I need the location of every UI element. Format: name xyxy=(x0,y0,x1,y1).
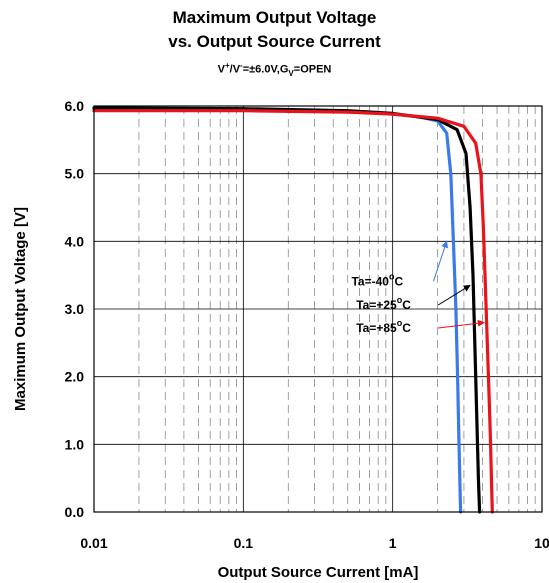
x-tick-label: 1 xyxy=(389,535,397,551)
y-tick-label: 0.0 xyxy=(65,504,85,520)
annotation-degree: o xyxy=(397,295,403,305)
annotation-name: Ta=-40 xyxy=(351,274,389,288)
subtitle-v-sup: + xyxy=(224,61,230,70)
annotation-degree: o xyxy=(397,318,403,328)
y-tick-label: 2.0 xyxy=(65,369,85,385)
chart-title-line2: vs. Output Source Current xyxy=(168,32,381,51)
x-tick-label: 10 xyxy=(534,535,549,551)
annotation-unit: C xyxy=(402,321,411,335)
annotation-degree: o xyxy=(389,271,395,281)
subtitle-v: V xyxy=(217,63,225,76)
annotation-label-1: Ta=+25oC xyxy=(356,295,411,312)
x-tick-labels: 0.01 0.1 1 10 xyxy=(80,535,549,551)
x-axis-label: Output Source Current [mA] xyxy=(218,564,419,581)
y-axis-label: Maximum Output Voltage [V] xyxy=(12,207,29,411)
y-tick-label: 1.0 xyxy=(65,436,85,452)
plot-frame xyxy=(93,105,543,513)
y-tick-label: 4.0 xyxy=(65,233,85,249)
chart-subtitle: V+/V-=±6.0V,GV=OPEN xyxy=(0,61,549,78)
subtitle-tail: =OPEN xyxy=(293,63,332,76)
annotation-unit: C xyxy=(402,298,411,312)
x-tick-label: 0.1 xyxy=(234,535,254,551)
annotation-name: Ta=+25 xyxy=(356,298,397,312)
annotation-unit: C xyxy=(394,274,403,288)
subtitle-rest: =±6.0V,G xyxy=(242,63,289,76)
annotation-arrow-1 xyxy=(437,284,471,306)
annotation-name: Ta=+85 xyxy=(356,321,397,335)
y-tick-label: 5.0 xyxy=(65,166,85,182)
annotation-label-2: Ta=+85oC xyxy=(356,318,411,335)
subtitle-sep-sup: - xyxy=(240,61,243,70)
y-tick-label: 6.0 xyxy=(65,98,85,114)
y-tick-labels: 0.0 1.0 2.0 3.0 4.0 5.0 6.0 xyxy=(65,98,85,520)
annotation-arrow-0 xyxy=(433,240,449,282)
x-tick-label: 0.01 xyxy=(80,535,107,551)
annotation-label-0: Ta=-40oC xyxy=(351,271,403,288)
series-line-1 xyxy=(92,106,482,514)
subtitle-sep: /V xyxy=(229,63,241,76)
subtitle-rest-sub: V xyxy=(288,68,294,78)
series-layer xyxy=(92,106,494,514)
chart-title: Maximum Output Voltage xyxy=(172,8,377,27)
y-tick-label: 3.0 xyxy=(65,301,85,317)
series-line-2 xyxy=(92,109,494,514)
annotation-arrow-2 xyxy=(438,319,485,329)
